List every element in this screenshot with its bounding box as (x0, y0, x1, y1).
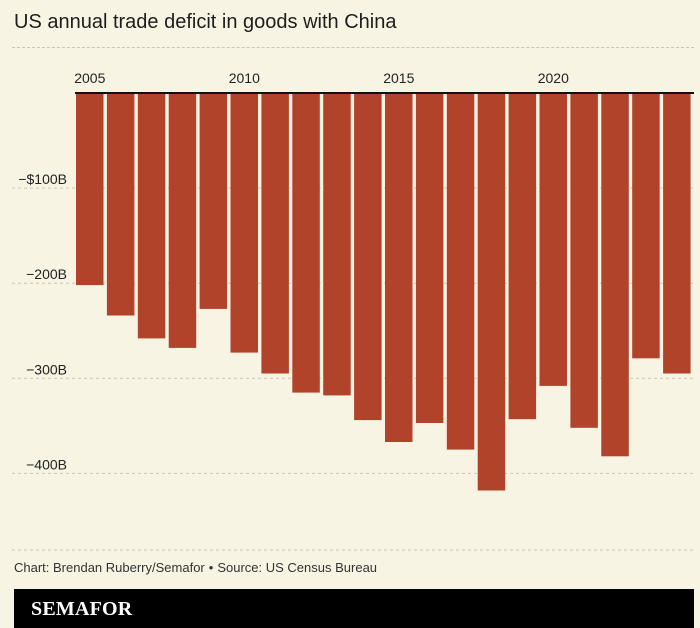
chart-credit: Chart: Brendan Ruberry/Semafor (14, 560, 205, 575)
bar-2015 (385, 93, 413, 442)
bar-2017 (446, 93, 475, 450)
x-tick-label: 2005 (74, 70, 105, 86)
y-tick-label: −200B (26, 266, 67, 282)
bar-2014 (354, 93, 382, 421)
bar-2009 (199, 93, 228, 309)
bar-2016 (415, 93, 444, 423)
bar-2006 (106, 93, 135, 316)
bar-2020 (539, 93, 567, 386)
source-note: Chart: Brendan Ruberry/Semafor • Source: U… (14, 560, 377, 576)
chart-title: US annual trade deficit in goods with Ch… (14, 11, 397, 33)
bar-2021 (570, 93, 598, 428)
bar-2013 (323, 93, 351, 396)
x-tick-label: 2020 (538, 70, 569, 86)
bar-2018 (477, 93, 506, 491)
bar-2019 (508, 93, 537, 420)
footer-bar: SEMAFOR (14, 589, 694, 628)
bar-2011 (261, 93, 289, 374)
bar-2023 (632, 93, 660, 359)
bar-2012 (292, 93, 320, 393)
y-tick-label: −$100B (18, 171, 67, 187)
x-tick-label: 2010 (229, 70, 260, 86)
y-tick-label: −300B (26, 361, 67, 377)
source-separator: • (208, 560, 214, 575)
bar-2005 (76, 93, 104, 286)
bar-2024 (663, 93, 691, 374)
semafor-logo[interactable]: SEMAFOR (31, 598, 133, 620)
bar-2008 (168, 93, 197, 348)
y-tick-label: −400B (26, 456, 67, 472)
title-divider (12, 47, 694, 48)
data-source: Source: US Census Bureau (217, 560, 378, 575)
bar-2022 (601, 93, 629, 457)
bar-2007 (137, 93, 166, 339)
bar-2010 (230, 93, 258, 353)
x-tick-label: 2015 (383, 70, 414, 86)
